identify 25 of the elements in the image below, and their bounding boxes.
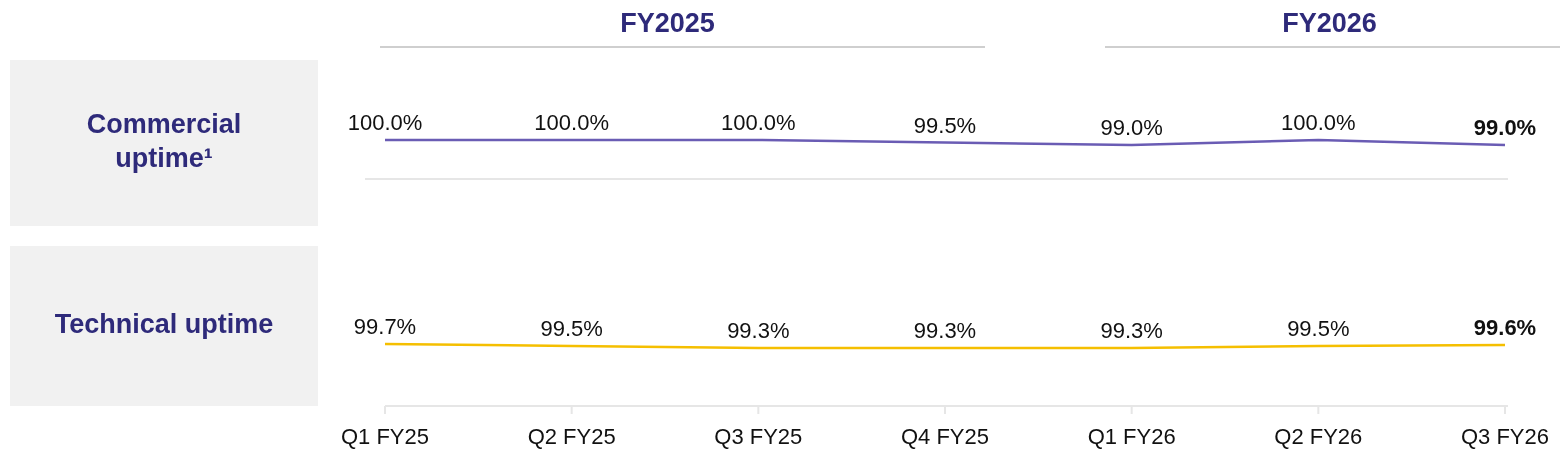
data-label: 100.0% — [347, 110, 423, 135]
x-tick-label: Q2 FY25 — [527, 424, 616, 449]
data-label: 99.0% — [1473, 115, 1537, 140]
data-label: 99.5% — [913, 112, 977, 138]
data-label: 99.3% — [913, 318, 977, 343]
y-axis-title: Technical uptime — [54, 309, 274, 340]
x-tick-label: Q3 FY26 — [1460, 424, 1550, 449]
text: FY2025 — [620, 8, 715, 38]
x-tick-label: Q4 FY25 — [900, 424, 990, 449]
x-tick-label: Q1 FY25 — [340, 424, 430, 449]
x-tick-label: Q3 FY25 — [714, 424, 803, 449]
data-label: 99.5% — [540, 316, 603, 341]
data-label: 99.7% — [353, 314, 417, 339]
text: FY2026 — [1282, 8, 1377, 38]
data-label: 100.0% — [1281, 110, 1356, 135]
data-label: 99.3% — [727, 318, 790, 343]
data-label: 100.0% — [534, 110, 609, 135]
x-tick-label: Q1 FY26 — [1087, 424, 1176, 449]
data-label: 99.3% — [1100, 318, 1163, 343]
data-label: 99.0% — [1100, 115, 1163, 140]
x-tick-label: Q2 FY26 — [1274, 424, 1363, 449]
data-label: 99.5% — [1287, 316, 1350, 341]
data-label: 99.6% — [1473, 315, 1537, 340]
y-axis-title: Commercial uptime¹ — [86, 109, 242, 174]
data-label: 100.0% — [721, 110, 796, 135]
